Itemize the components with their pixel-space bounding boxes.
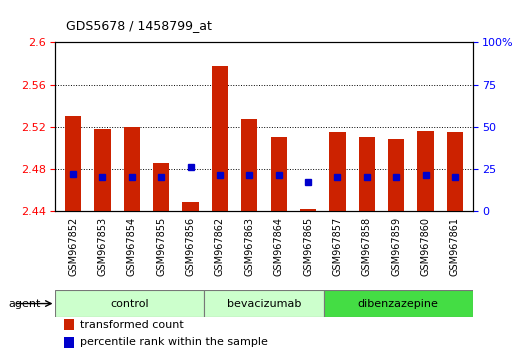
Bar [55, 290, 204, 317]
Text: agent: agent [8, 298, 40, 309]
Bar [271, 137, 287, 211]
Bar [183, 202, 199, 211]
Text: transformed count: transformed count [80, 320, 184, 330]
Bar [300, 209, 316, 211]
Bar [64, 319, 74, 330]
Bar [329, 132, 345, 211]
Bar [324, 290, 473, 317]
Bar [64, 337, 74, 348]
Text: bevacizumab: bevacizumab [227, 298, 301, 309]
Text: dibenzazepine: dibenzazepine [357, 298, 439, 309]
Bar [212, 65, 228, 211]
Bar [388, 139, 404, 211]
Text: GDS5678 / 1458799_at: GDS5678 / 1458799_at [66, 19, 212, 32]
Bar [95, 129, 110, 211]
Text: control: control [110, 298, 149, 309]
Bar [447, 132, 463, 211]
Text: percentile rank within the sample: percentile rank within the sample [80, 337, 268, 347]
Bar [153, 163, 169, 211]
Bar [241, 119, 257, 211]
Bar [359, 137, 375, 211]
Bar [65, 116, 81, 211]
Bar [204, 290, 324, 317]
Bar [124, 127, 140, 211]
Bar [418, 131, 433, 211]
